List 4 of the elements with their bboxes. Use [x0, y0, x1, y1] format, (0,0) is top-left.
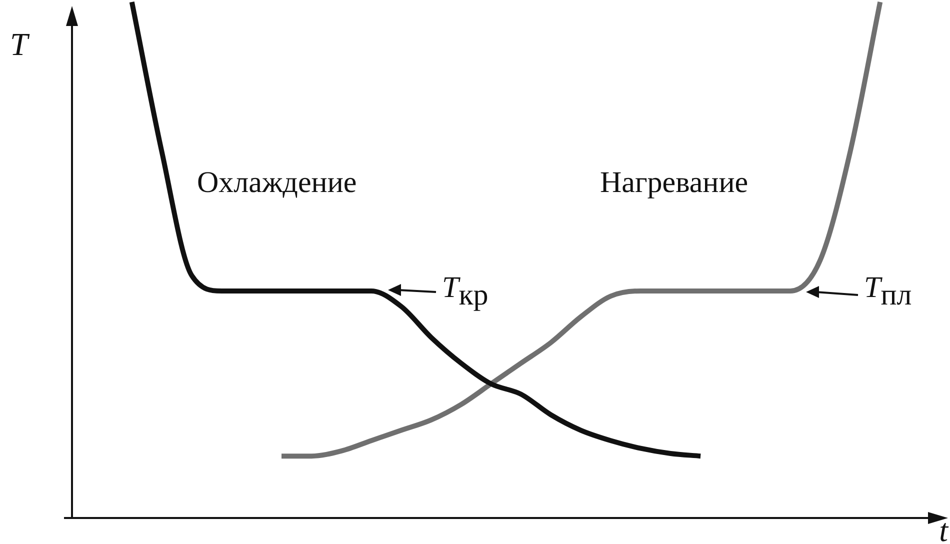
annotation: Нагревание — [600, 166, 748, 199]
y-axis-title: T — [10, 26, 30, 62]
annotation: Охлаждение — [197, 166, 357, 199]
x-axis-title: t — [939, 512, 950, 544]
